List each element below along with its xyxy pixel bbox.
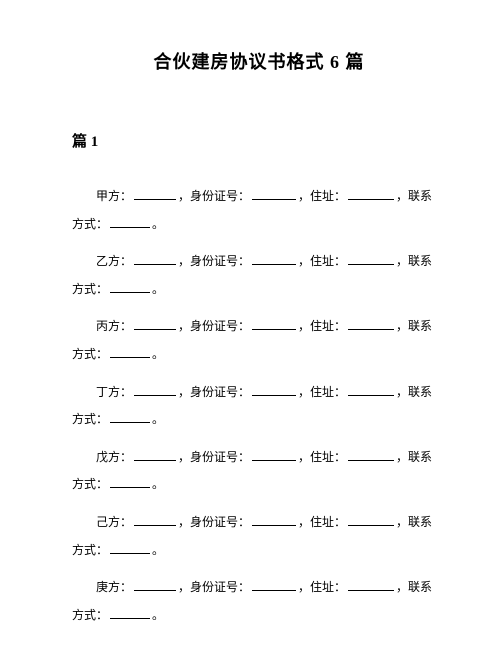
blank-addr bbox=[348, 189, 394, 200]
contact-label-2: 方式： bbox=[72, 282, 108, 296]
document-title: 合伙建房协议书格式 6 篇 bbox=[72, 48, 446, 74]
blank-contact bbox=[110, 282, 150, 293]
blank-id bbox=[252, 580, 296, 591]
party-line-2: 方式： 。 bbox=[72, 341, 446, 369]
blank-addr bbox=[348, 254, 394, 265]
period: 。 bbox=[152, 608, 164, 622]
party-line-1: 丙方： ，身份证号： ，住址： ，联系 bbox=[72, 313, 446, 341]
addr-label: ，住址： bbox=[298, 254, 346, 268]
blank-name bbox=[134, 254, 176, 265]
addr-label: ，住址： bbox=[298, 580, 346, 594]
document-page: 合伙建房协议书格式 6 篇 篇 1 甲方：，身份证号：，住址：，联系方式：。乙方… bbox=[0, 0, 502, 629]
contact-label-2: 方式： bbox=[72, 477, 108, 491]
blank-contact bbox=[110, 217, 150, 228]
party-block: 己方： ，身份证号： ，住址： ，联系方式： 。 bbox=[72, 509, 446, 564]
contact-label-2: 方式： bbox=[72, 412, 108, 426]
blank-addr bbox=[348, 580, 394, 591]
party-line-1: 庚方： ，身份证号： ，住址： ，联系 bbox=[72, 574, 446, 602]
party-line-2: 方式： 。 bbox=[72, 406, 446, 434]
party-line-2: 方式： 。 bbox=[72, 276, 446, 304]
party-line-1: 丁方： ，身份证号： ，住址： ，联系 bbox=[72, 379, 446, 407]
addr-label: ，住址： bbox=[298, 189, 346, 203]
id-label: ，身份证号： bbox=[178, 450, 250, 464]
blank-contact bbox=[110, 347, 150, 358]
contact-label: ，联系 bbox=[396, 515, 432, 529]
party-label: 己方： bbox=[96, 515, 132, 529]
party-line-2: 方式： 。 bbox=[72, 211, 446, 239]
id-label: ，身份证号： bbox=[178, 515, 250, 529]
party-block: 丁方： ，身份证号： ，住址： ，联系方式： 。 bbox=[72, 379, 446, 434]
period: 。 bbox=[152, 412, 164, 426]
party-label: 庚方： bbox=[96, 580, 132, 594]
addr-label: ，住址： bbox=[298, 385, 346, 399]
party-block: 丙方： ，身份证号： ，住址： ，联系方式： 。 bbox=[72, 313, 446, 368]
blank-id bbox=[252, 254, 296, 265]
blank-addr bbox=[348, 515, 394, 526]
period: 。 bbox=[152, 477, 164, 491]
contact-label: ，联系 bbox=[396, 450, 432, 464]
blank-id bbox=[252, 189, 296, 200]
party-label: 乙方： bbox=[96, 254, 132, 268]
contact-label: ，联系 bbox=[396, 254, 432, 268]
party-line-1: 己方： ，身份证号： ，住址： ，联系 bbox=[72, 509, 446, 537]
blank-addr bbox=[348, 385, 394, 396]
id-label: ，身份证号： bbox=[178, 385, 250, 399]
blank-id bbox=[252, 515, 296, 526]
contact-label-2: 方式： bbox=[72, 608, 108, 622]
party-line-2: 方式： 。 bbox=[72, 602, 446, 630]
party-label: 戊方： bbox=[96, 450, 132, 464]
blank-contact bbox=[110, 478, 150, 489]
period: 。 bbox=[152, 543, 164, 557]
party-label: 丁方： bbox=[96, 385, 132, 399]
party-line-2: 方式： 。 bbox=[72, 471, 446, 499]
party-label: 丙方： bbox=[96, 319, 132, 333]
contact-label: ，联系 bbox=[396, 319, 432, 333]
blank-name bbox=[134, 385, 176, 396]
contact-label-2: 方式： bbox=[72, 217, 108, 231]
id-label: ，身份证号： bbox=[178, 319, 250, 333]
blank-name bbox=[134, 450, 176, 461]
blank-addr bbox=[348, 320, 394, 331]
blank-addr bbox=[348, 450, 394, 461]
period: 。 bbox=[152, 347, 164, 361]
blank-id bbox=[252, 385, 296, 396]
blank-contact bbox=[110, 412, 150, 423]
blank-id bbox=[252, 450, 296, 461]
id-label: ，身份证号： bbox=[178, 189, 250, 203]
party-line-1: 甲方： ，身份证号： ，住址： ，联系 bbox=[72, 183, 446, 211]
id-label: ，身份证号： bbox=[178, 254, 250, 268]
blank-name bbox=[134, 515, 176, 526]
section-heading: 篇 1 bbox=[72, 130, 446, 151]
period: 。 bbox=[152, 282, 164, 296]
party-line-1: 乙方： ，身份证号： ，住址： ，联系 bbox=[72, 248, 446, 276]
party-label: 甲方： bbox=[96, 189, 132, 203]
contact-label-2: 方式： bbox=[72, 543, 108, 557]
blank-id bbox=[252, 320, 296, 331]
addr-label: ，住址： bbox=[298, 319, 346, 333]
period: 。 bbox=[152, 217, 164, 231]
contact-label-2: 方式： bbox=[72, 347, 108, 361]
party-line-2: 方式： 。 bbox=[72, 537, 446, 565]
id-label: ，身份证号： bbox=[178, 580, 250, 594]
contact-label: ，联系 bbox=[396, 580, 432, 594]
party-line-1: 戊方： ，身份证号： ，住址： ，联系 bbox=[72, 444, 446, 472]
blank-contact bbox=[110, 543, 150, 554]
blank-name bbox=[134, 189, 176, 200]
blank-name bbox=[134, 580, 176, 591]
party-block: 戊方： ，身份证号： ，住址： ，联系方式： 。 bbox=[72, 444, 446, 499]
party-block: 庚方： ，身份证号： ，住址： ，联系方式： 。 bbox=[72, 574, 446, 629]
contact-label: ，联系 bbox=[396, 189, 432, 203]
contact-label: ，联系 bbox=[396, 385, 432, 399]
addr-label: ，住址： bbox=[298, 450, 346, 464]
addr-label: ，住址： bbox=[298, 515, 346, 529]
party-block: 乙方： ，身份证号： ，住址： ，联系方式： 。 bbox=[72, 248, 446, 303]
blank-contact bbox=[110, 608, 150, 619]
parties-list: 甲方：，身份证号：，住址：，联系方式：。乙方：，身份证号：，住址：，联系方式：。… bbox=[72, 183, 446, 629]
party-block: 甲方： ，身份证号： ，住址： ，联系方式： 。 bbox=[72, 183, 446, 238]
blank-name bbox=[134, 320, 176, 331]
